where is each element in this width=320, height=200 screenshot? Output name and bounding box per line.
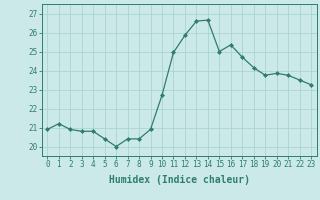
X-axis label: Humidex (Indice chaleur): Humidex (Indice chaleur) [109,175,250,185]
